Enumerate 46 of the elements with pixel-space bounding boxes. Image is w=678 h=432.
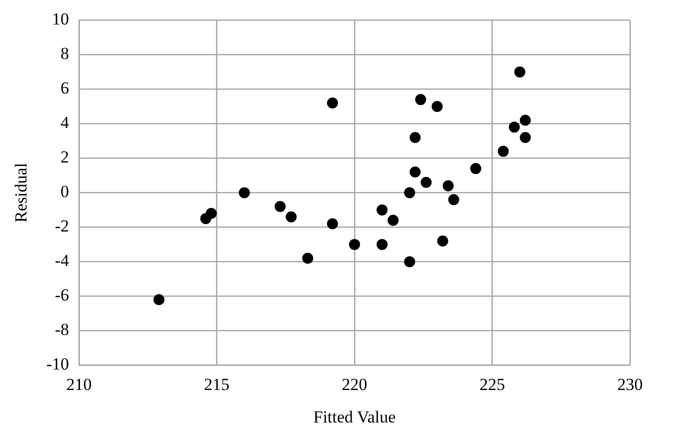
y-tick-label: -8 — [54, 320, 70, 340]
y-tick-label: -10 — [46, 354, 70, 374]
y-tick-label: 4 — [60, 113, 70, 132]
point — [326, 98, 338, 108]
point — [376, 238, 388, 250]
x-tick-label: 225 — [480, 374, 506, 394]
y-tick-label: -4 — [54, 251, 70, 270]
y-axis-title: Residual — [12, 162, 31, 222]
point — [520, 114, 531, 126]
x-tick-label: 215 — [204, 374, 230, 394]
point — [302, 252, 314, 264]
point — [498, 146, 509, 157]
point — [238, 187, 250, 198]
point — [514, 66, 526, 78]
y-tick-label: 6 — [60, 78, 70, 98]
point — [349, 238, 360, 250]
point — [274, 201, 286, 212]
point — [206, 208, 217, 219]
y-tick-label: -2 — [54, 216, 70, 236]
x-axis-title: Fitted Value — [313, 407, 396, 426]
point — [286, 211, 297, 222]
point — [442, 180, 454, 192]
point — [326, 218, 338, 230]
point — [520, 132, 531, 143]
point — [508, 122, 520, 133]
y-tick-label: 0 — [60, 182, 70, 202]
point — [410, 166, 421, 178]
point — [470, 163, 482, 174]
point — [404, 187, 416, 198]
point — [410, 132, 421, 143]
point — [432, 100, 443, 112]
point — [404, 256, 416, 268]
point — [153, 294, 164, 306]
point — [388, 214, 399, 226]
y-tick-label: -6 — [54, 286, 70, 305]
y-tick-label: 10 — [52, 10, 70, 29]
x-tick-label: 210 — [66, 374, 92, 394]
x-tick-label: 220 — [342, 374, 368, 394]
point — [415, 94, 426, 106]
y-tick-label: 2 — [60, 148, 70, 167]
point — [448, 194, 460, 206]
point — [420, 176, 432, 188]
point — [437, 236, 448, 246]
point — [376, 204, 388, 216]
y-tick-label: 8 — [60, 44, 70, 64]
x-tick-label: 230 — [617, 374, 643, 394]
